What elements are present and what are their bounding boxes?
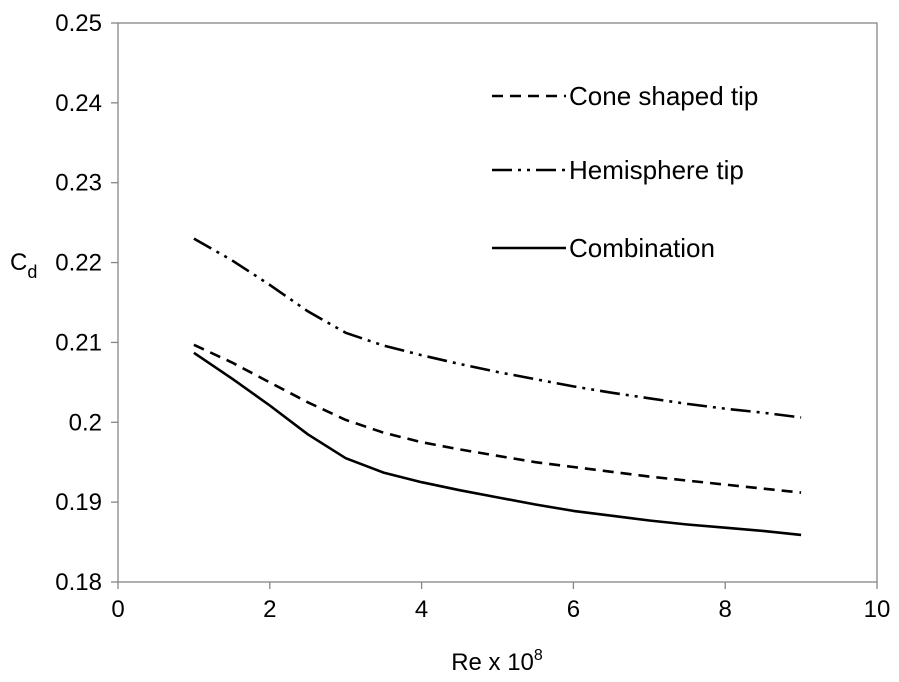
y-axis-label: Cd [10,249,37,282]
x-axis-label: Re x 108 [451,647,543,676]
y-tick-label: 0.23 [55,170,102,197]
series-line-cone-shaped-tip [193,343,802,494]
x-axis-label-main: Re x 10 [451,649,534,676]
y-tick-label: 0.25 [55,10,102,37]
series-line-hemisphere-tip [193,237,802,419]
x-tick-label: 10 [864,596,891,623]
y-axis-label-sub: d [27,262,37,282]
y-axis-label-main: C [10,249,27,276]
x-tick-label: 6 [567,596,580,623]
y-tick-label: 0.22 [55,250,102,277]
y-tick-label: 0.21 [55,329,102,356]
tick-labels: 0.18 0.19 0.2 0.21 0.22 0.23 0.24 0.25 0 2 4 6 8 10 [55,10,890,623]
x-axis-label-sup: 8 [534,647,543,664]
legend-label: Cone shaped tip [569,81,758,111]
x-tick-label: 0 [111,596,124,623]
legend: Cone shaped tip Hemisphere tip Combination [492,81,758,263]
x-tick-label: 4 [415,596,428,623]
y-tick-label: 0.24 [55,90,102,117]
legend-label: Hemisphere tip [569,155,744,185]
y-tick-label: 0.2 [69,409,102,436]
x-tick-label: 8 [719,596,732,623]
series-line-combination [193,351,802,537]
plot-frame [117,22,878,583]
axes [111,22,878,589]
series-lines [193,237,802,537]
y-tick-label: 0.18 [55,569,102,596]
x-tick-label: 2 [263,596,276,623]
y-tick-label: 0.19 [55,489,102,516]
legend-label: Combination [569,233,715,263]
